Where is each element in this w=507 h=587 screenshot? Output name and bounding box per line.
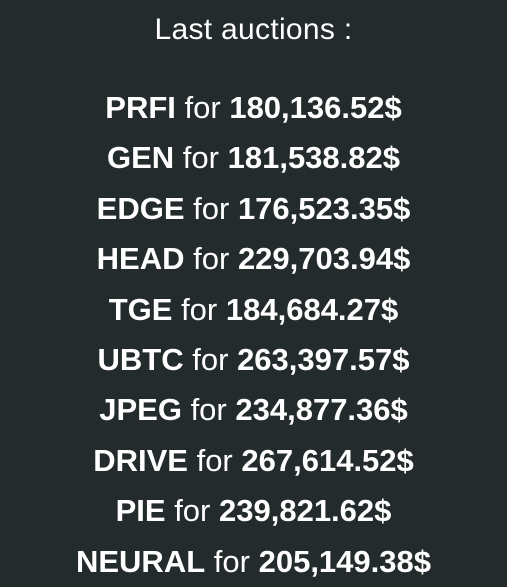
auction-price: 239,821.62$ (219, 493, 392, 529)
auction-price: 184,684.27$ (225, 291, 399, 327)
auctions-panel: Last auctions : PRFI for 180,136.52$ GEN… (76, 13, 431, 579)
auction-price: 180,136.52$ (229, 90, 402, 125)
auction-price: 267,614.52$ (241, 442, 414, 478)
auction-row: GEN for 181,538.82$ (0, 133, 507, 183)
auction-ticker: NEURAL (75, 543, 206, 579)
auction-ticker: DRIVE (93, 442, 188, 478)
auction-ticker: GEN (106, 140, 175, 176)
auction-connector: for (184, 90, 221, 125)
auction-ticker: TGE (108, 291, 173, 327)
auction-connector: for (213, 543, 250, 579)
auction-price: 181,538.82$ (227, 140, 401, 176)
auction-row: NEURAL for 205,149.38$ (0, 537, 507, 587)
auction-ticker: HEAD (96, 241, 185, 277)
auction-row: UBTC for 263,397.57$ (0, 335, 507, 385)
auction-price: 176,523.35$ (237, 190, 411, 226)
auction-row: PIE for 239,821.62$ (0, 486, 507, 536)
auction-connector: for (196, 442, 233, 478)
auction-connector: for (192, 341, 229, 377)
auction-row: PRFI for 180,136.52$ (0, 83, 507, 133)
auction-connector: for (193, 241, 230, 277)
auction-row: EDGE for 176,523.35$ (0, 184, 507, 234)
auction-row: TGE for 184,684.27$ (0, 285, 507, 335)
panel-title: Last auctions : (154, 13, 353, 46)
auction-connector: for (174, 493, 211, 529)
auction-connector: for (190, 392, 227, 428)
auction-price: 234,877.36$ (235, 392, 408, 428)
auction-row: JPEG for 234,877.36$ (0, 385, 507, 435)
auction-connector: for (193, 190, 230, 226)
auction-ticker: UBTC (97, 341, 184, 377)
auction-price: 263,397.57$ (237, 341, 410, 377)
auction-connector: for (182, 140, 219, 176)
auction-list: PRFI for 180,136.52$ GEN for 181,538.82$… (0, 83, 507, 587)
auction-ticker: PIE (115, 493, 166, 529)
auction-row: HEAD for 229,703.94$ (0, 234, 507, 284)
auction-row: DRIVE for 267,614.52$ (0, 436, 507, 486)
auction-price: 205,149.38$ (258, 543, 431, 579)
auction-connector: for (181, 291, 218, 327)
auction-ticker: JPEG (99, 392, 182, 428)
auction-price: 229,703.94$ (237, 241, 411, 277)
auction-ticker: EDGE (96, 190, 185, 226)
auction-ticker: PRFI (105, 90, 176, 125)
